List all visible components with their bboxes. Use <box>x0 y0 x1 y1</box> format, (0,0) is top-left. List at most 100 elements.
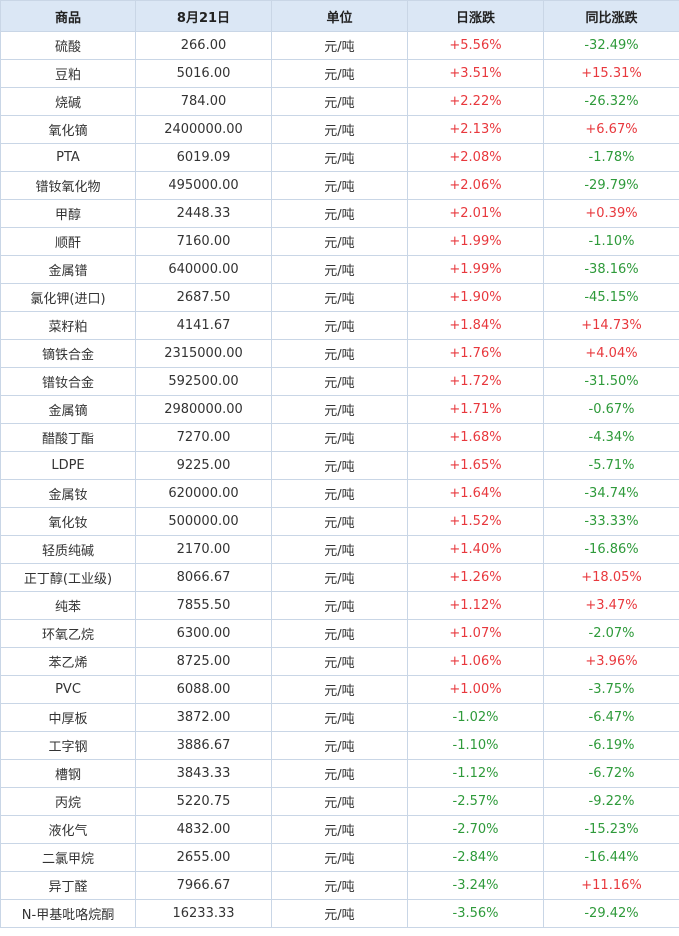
cell-commodity: 金属镨 <box>0 255 136 284</box>
cell-unit: 元/吨 <box>271 619 408 648</box>
cell-daily-change: +2.06% <box>407 171 544 200</box>
cell-price: 495000.00 <box>135 171 272 200</box>
cell-price: 5220.75 <box>135 787 272 816</box>
table-row: PVC 6088.00 元/吨 +1.00% -3.75% <box>0 675 679 704</box>
cell-commodity: 轻质纯碱 <box>0 535 136 564</box>
cell-daily-change: +1.84% <box>407 311 544 340</box>
cell-price: 500000.00 <box>135 507 272 536</box>
cell-commodity: 氧化钕 <box>0 507 136 536</box>
cell-daily-change: +1.72% <box>407 367 544 396</box>
cell-price: 6019.09 <box>135 143 272 172</box>
cell-daily-change: +1.40% <box>407 535 544 564</box>
cell-commodity: PTA <box>0 143 136 172</box>
cell-yoy-change: -16.86% <box>543 535 679 564</box>
cell-daily-change: -2.84% <box>407 843 544 872</box>
cell-price: 8066.67 <box>135 563 272 592</box>
cell-unit: 元/吨 <box>271 227 408 256</box>
cell-commodity: 镝铁合金 <box>0 339 136 368</box>
cell-commodity: 苯乙烯 <box>0 647 136 676</box>
table-row: 氯化钾(进口) 2687.50 元/吨 +1.90% -45.15% <box>0 283 679 312</box>
table-row: 镝铁合金 2315000.00 元/吨 +1.76% +4.04% <box>0 339 679 368</box>
cell-commodity: 正丁醇(工业级) <box>0 563 136 592</box>
cell-unit: 元/吨 <box>271 507 408 536</box>
cell-unit: 元/吨 <box>271 703 408 732</box>
table-row: 氧化钕 500000.00 元/吨 +1.52% -33.33% <box>0 507 679 536</box>
cell-daily-change: +1.68% <box>407 423 544 452</box>
cell-price: 592500.00 <box>135 367 272 396</box>
cell-yoy-change: +3.96% <box>543 647 679 676</box>
cell-unit: 元/吨 <box>271 731 408 760</box>
cell-yoy-change: -2.07% <box>543 619 679 648</box>
table-row: 豆粕 5016.00 元/吨 +3.51% +15.31% <box>0 59 679 88</box>
table-row: N-甲基吡咯烷酮 16233.33 元/吨 -3.56% -29.42% <box>0 899 679 928</box>
cell-price: 2655.00 <box>135 843 272 872</box>
table-row: 顺酐 7160.00 元/吨 +1.99% -1.10% <box>0 227 679 256</box>
cell-commodity: 丙烷 <box>0 787 136 816</box>
cell-unit: 元/吨 <box>271 647 408 676</box>
header-yoy-change: 同比涨跌 <box>543 0 679 32</box>
cell-yoy-change: -38.16% <box>543 255 679 284</box>
cell-unit: 元/吨 <box>271 283 408 312</box>
cell-commodity: 金属镝 <box>0 395 136 424</box>
cell-daily-change: +1.06% <box>407 647 544 676</box>
cell-price: 266.00 <box>135 31 272 60</box>
cell-daily-change: -2.57% <box>407 787 544 816</box>
cell-commodity: 硫酸 <box>0 31 136 60</box>
cell-commodity: 金属钕 <box>0 479 136 508</box>
cell-unit: 元/吨 <box>271 815 408 844</box>
table-row: 金属钕 620000.00 元/吨 +1.64% -34.74% <box>0 479 679 508</box>
cell-daily-change: +2.22% <box>407 87 544 116</box>
cell-commodity: 豆粕 <box>0 59 136 88</box>
cell-unit: 元/吨 <box>271 759 408 788</box>
cell-daily-change: +3.51% <box>407 59 544 88</box>
header-daily-change: 日涨跌 <box>407 0 544 32</box>
cell-daily-change: +1.90% <box>407 283 544 312</box>
table-row: 环氧乙烷 6300.00 元/吨 +1.07% -2.07% <box>0 619 679 648</box>
table-row: 异丁醛 7966.67 元/吨 -3.24% +11.16% <box>0 871 679 900</box>
table-row: 工字钢 3886.67 元/吨 -1.10% -6.19% <box>0 731 679 760</box>
cell-daily-change: -1.12% <box>407 759 544 788</box>
cell-daily-change: +2.08% <box>407 143 544 172</box>
table-row: 槽钢 3843.33 元/吨 -1.12% -6.72% <box>0 759 679 788</box>
cell-price: 620000.00 <box>135 479 272 508</box>
cell-yoy-change: -4.34% <box>543 423 679 452</box>
cell-daily-change: +1.00% <box>407 675 544 704</box>
table-row: 正丁醇(工业级) 8066.67 元/吨 +1.26% +18.05% <box>0 563 679 592</box>
table-row: 丙烷 5220.75 元/吨 -2.57% -9.22% <box>0 787 679 816</box>
cell-unit: 元/吨 <box>271 591 408 620</box>
cell-price: 2170.00 <box>135 535 272 564</box>
cell-unit: 元/吨 <box>271 675 408 704</box>
table-row: 二氯甲烷 2655.00 元/吨 -2.84% -16.44% <box>0 843 679 872</box>
cell-price: 7966.67 <box>135 871 272 900</box>
table-row: 菜籽粕 4141.67 元/吨 +1.84% +14.73% <box>0 311 679 340</box>
table-row: 液化气 4832.00 元/吨 -2.70% -15.23% <box>0 815 679 844</box>
table-header-row: 商品 8月21日 单位 日涨跌 同比涨跌 <box>0 0 679 32</box>
cell-commodity: 异丁醛 <box>0 871 136 900</box>
cell-unit: 元/吨 <box>271 367 408 396</box>
cell-daily-change: +1.71% <box>407 395 544 424</box>
cell-unit: 元/吨 <box>271 31 408 60</box>
cell-unit: 元/吨 <box>271 479 408 508</box>
cell-unit: 元/吨 <box>271 563 408 592</box>
cell-price: 7160.00 <box>135 227 272 256</box>
table-row: 醋酸丁酯 7270.00 元/吨 +1.68% -4.34% <box>0 423 679 452</box>
table-row: 苯乙烯 8725.00 元/吨 +1.06% +3.96% <box>0 647 679 676</box>
table-row: LDPE 9225.00 元/吨 +1.65% -5.71% <box>0 451 679 480</box>
table-row: 轻质纯碱 2170.00 元/吨 +1.40% -16.86% <box>0 535 679 564</box>
cell-price: 3843.33 <box>135 759 272 788</box>
cell-unit: 元/吨 <box>271 535 408 564</box>
cell-commodity: PVC <box>0 675 136 704</box>
cell-daily-change: +1.76% <box>407 339 544 368</box>
cell-price: 640000.00 <box>135 255 272 284</box>
cell-daily-change: -2.70% <box>407 815 544 844</box>
cell-unit: 元/吨 <box>271 115 408 144</box>
cell-price: 2448.33 <box>135 199 272 228</box>
cell-price: 7855.50 <box>135 591 272 620</box>
cell-commodity: 烧碱 <box>0 87 136 116</box>
cell-unit: 元/吨 <box>271 311 408 340</box>
cell-unit: 元/吨 <box>271 339 408 368</box>
cell-commodity: 氯化钾(进口) <box>0 283 136 312</box>
cell-unit: 元/吨 <box>271 143 408 172</box>
table-body: 硫酸 266.00 元/吨 +5.56% -32.49% 豆粕 5016.00 元/吨 +3.5… <box>0 31 679 928</box>
